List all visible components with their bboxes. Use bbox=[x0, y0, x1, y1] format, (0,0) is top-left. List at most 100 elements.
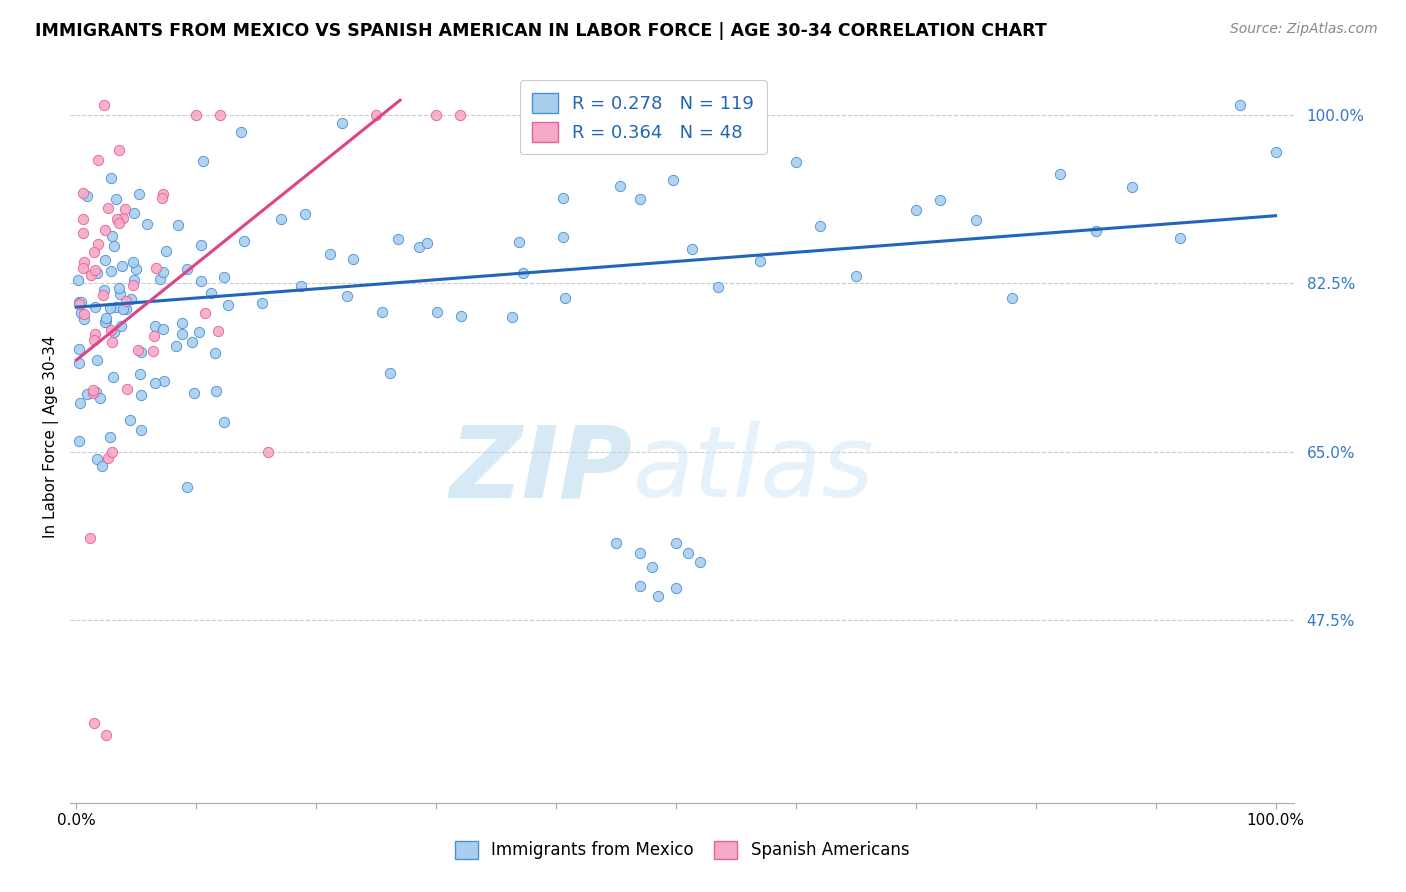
Point bbox=[370, 305, 392, 319]
Point bbox=[194, 306, 217, 320]
Point bbox=[380, 367, 402, 381]
Point bbox=[609, 179, 631, 194]
Point bbox=[665, 581, 688, 595]
Point bbox=[114, 202, 136, 217]
Point bbox=[180, 335, 202, 350]
Point bbox=[190, 238, 212, 252]
Point bbox=[605, 536, 627, 550]
Point bbox=[100, 323, 122, 337]
Point bbox=[270, 212, 292, 227]
Point bbox=[83, 263, 105, 277]
Point bbox=[91, 287, 114, 301]
Point bbox=[127, 343, 149, 358]
Point bbox=[79, 531, 101, 545]
Point bbox=[90, 459, 112, 474]
Point bbox=[1229, 98, 1251, 112]
Point bbox=[426, 304, 449, 318]
Point bbox=[785, 155, 807, 169]
Point bbox=[129, 368, 152, 382]
Point bbox=[83, 333, 105, 347]
Point bbox=[108, 281, 131, 295]
Point bbox=[101, 444, 124, 458]
Point bbox=[108, 287, 131, 301]
Point bbox=[628, 192, 651, 206]
Point bbox=[172, 316, 194, 330]
Point bbox=[100, 170, 122, 185]
Point bbox=[152, 322, 174, 336]
Point bbox=[72, 307, 94, 321]
Point bbox=[508, 235, 530, 250]
Point bbox=[845, 268, 868, 283]
Point bbox=[112, 302, 135, 317]
Point bbox=[183, 386, 205, 401]
Point bbox=[190, 274, 212, 288]
Point bbox=[250, 295, 273, 310]
Point bbox=[176, 480, 198, 494]
Point bbox=[212, 415, 235, 429]
Point bbox=[87, 237, 110, 252]
Point bbox=[207, 324, 229, 338]
Point bbox=[101, 335, 124, 350]
Point bbox=[94, 315, 117, 329]
Point bbox=[111, 211, 134, 225]
Point bbox=[294, 207, 316, 221]
Point bbox=[342, 252, 364, 266]
Text: ZIP: ZIP bbox=[450, 422, 633, 518]
Legend: Immigrants from Mexico, Spanish Americans: Immigrants from Mexico, Spanish American… bbox=[446, 832, 918, 868]
Point bbox=[232, 234, 254, 248]
Point bbox=[101, 228, 124, 243]
Point bbox=[1049, 167, 1071, 181]
Point bbox=[107, 216, 129, 230]
Point bbox=[84, 385, 107, 400]
Point bbox=[748, 254, 770, 268]
Point bbox=[83, 245, 105, 260]
Point bbox=[676, 545, 699, 559]
Point bbox=[209, 108, 232, 122]
Point bbox=[129, 345, 152, 359]
Point bbox=[67, 342, 90, 356]
Point bbox=[681, 242, 703, 256]
Point bbox=[554, 291, 576, 305]
Point bbox=[115, 293, 138, 308]
Point bbox=[94, 314, 117, 328]
Point bbox=[115, 382, 138, 396]
Point bbox=[67, 356, 90, 370]
Point bbox=[425, 108, 447, 122]
Point bbox=[70, 306, 93, 320]
Point bbox=[103, 239, 125, 253]
Point bbox=[69, 294, 91, 309]
Point bbox=[82, 383, 104, 397]
Point bbox=[187, 325, 209, 339]
Point bbox=[128, 186, 150, 201]
Point bbox=[217, 298, 239, 312]
Point bbox=[928, 193, 950, 207]
Point bbox=[84, 327, 107, 342]
Point bbox=[204, 346, 226, 360]
Point bbox=[98, 301, 121, 315]
Point bbox=[100, 264, 122, 278]
Text: IMMIGRANTS FROM MEXICO VS SPANISH AMERICAN IN LABOR FORCE | AGE 30-34 CORRELATIO: IMMIGRANTS FROM MEXICO VS SPANISH AMERIC… bbox=[35, 22, 1047, 40]
Point bbox=[153, 374, 176, 388]
Point bbox=[706, 280, 728, 294]
Point bbox=[93, 223, 115, 237]
Point bbox=[152, 265, 174, 279]
Point bbox=[186, 108, 208, 122]
Point bbox=[86, 451, 108, 466]
Point bbox=[170, 327, 193, 342]
Text: atlas: atlas bbox=[633, 422, 875, 518]
Point bbox=[67, 434, 90, 448]
Point bbox=[86, 266, 108, 280]
Point bbox=[110, 319, 132, 334]
Point bbox=[965, 212, 987, 227]
Point bbox=[336, 289, 359, 303]
Point bbox=[94, 252, 117, 267]
Point bbox=[150, 191, 173, 205]
Point bbox=[145, 260, 167, 275]
Point bbox=[143, 376, 166, 391]
Point bbox=[450, 309, 472, 323]
Point bbox=[120, 292, 142, 306]
Point bbox=[93, 283, 115, 297]
Point bbox=[87, 153, 110, 167]
Point bbox=[416, 236, 439, 251]
Point bbox=[212, 270, 235, 285]
